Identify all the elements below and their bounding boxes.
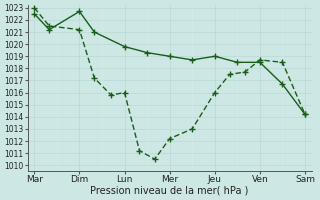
X-axis label: Pression niveau de la mer( hPa ): Pression niveau de la mer( hPa ): [91, 186, 249, 196]
